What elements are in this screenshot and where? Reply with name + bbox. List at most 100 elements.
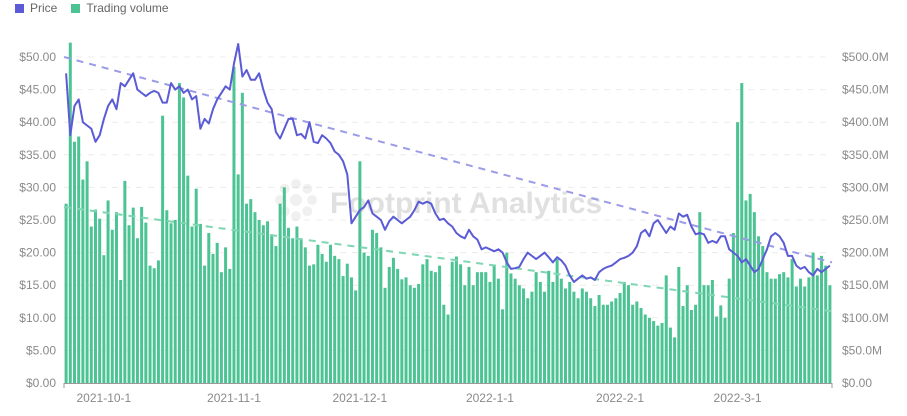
- volume-bar[interactable]: [144, 222, 148, 383]
- volume-bar[interactable]: [114, 212, 118, 383]
- volume-bar[interactable]: [626, 285, 630, 383]
- volume-bar[interactable]: [152, 268, 156, 383]
- volume-bar[interactable]: [287, 227, 291, 383]
- volume-bar[interactable]: [219, 272, 223, 383]
- volume-bar[interactable]: [182, 97, 186, 383]
- volume-bar[interactable]: [740, 83, 744, 383]
- volume-bar[interactable]: [555, 259, 559, 383]
- volume-bar[interactable]: [765, 272, 769, 383]
- volume-bar[interactable]: [522, 288, 526, 383]
- volume-bar[interactable]: [673, 337, 677, 383]
- volume-bar[interactable]: [685, 285, 689, 383]
- volume-bar[interactable]: [249, 199, 253, 383]
- volume-bar[interactable]: [778, 274, 782, 383]
- volume-bar[interactable]: [177, 83, 181, 383]
- volume-bar[interactable]: [207, 233, 211, 383]
- volume-bar[interactable]: [828, 285, 832, 383]
- volume-bar[interactable]: [299, 239, 303, 383]
- volume-bar[interactable]: [140, 206, 144, 383]
- volume-bar[interactable]: [261, 225, 265, 383]
- volume-bar[interactable]: [312, 264, 316, 383]
- volume-bar[interactable]: [89, 226, 93, 383]
- volume-bar[interactable]: [664, 275, 668, 383]
- volume-bar[interactable]: [194, 188, 198, 383]
- volume-bar[interactable]: [148, 265, 152, 383]
- volume-bar[interactable]: [815, 275, 819, 383]
- volume-bar[interactable]: [467, 266, 471, 383]
- volume-bar[interactable]: [442, 304, 446, 383]
- volume-bar[interactable]: [354, 290, 358, 383]
- volume-bar[interactable]: [408, 285, 412, 383]
- volume-bar[interactable]: [375, 233, 379, 383]
- volume-bar[interactable]: [698, 212, 702, 383]
- volume-bar[interactable]: [421, 264, 425, 383]
- volume-bar[interactable]: [694, 304, 698, 383]
- volume-bar[interactable]: [186, 175, 190, 383]
- volume-bar[interactable]: [446, 314, 450, 383]
- volume-bar[interactable]: [748, 193, 752, 383]
- volume-bar[interactable]: [723, 317, 727, 383]
- volume-bar[interactable]: [404, 277, 408, 383]
- volume-bar[interactable]: [68, 42, 72, 383]
- volume-bar[interactable]: [93, 209, 97, 383]
- volume-bar[interactable]: [584, 291, 588, 383]
- volume-bar[interactable]: [337, 259, 341, 383]
- volume-bar[interactable]: [450, 261, 454, 383]
- volume-bar[interactable]: [622, 281, 626, 383]
- volume-bar[interactable]: [429, 270, 433, 383]
- volume-bar[interactable]: [303, 247, 307, 383]
- volume-bar[interactable]: [643, 314, 647, 383]
- volume-bar[interactable]: [358, 161, 362, 383]
- volume-bar[interactable]: [782, 272, 786, 383]
- volume-bar[interactable]: [308, 265, 312, 383]
- volume-bar[interactable]: [576, 298, 580, 383]
- volume-bar[interactable]: [824, 265, 828, 383]
- volume-bar[interactable]: [341, 276, 345, 383]
- volume-bar[interactable]: [459, 264, 463, 383]
- volume-bar[interactable]: [538, 281, 542, 383]
- volume-bar[interactable]: [127, 225, 131, 383]
- legend-item-price[interactable]: Price: [15, 1, 57, 15]
- volume-bar[interactable]: [652, 321, 656, 383]
- volume-bar[interactable]: [568, 281, 572, 383]
- volume-bar[interactable]: [320, 253, 324, 383]
- volume-bar[interactable]: [366, 255, 370, 383]
- volume-bar[interactable]: [639, 308, 643, 383]
- volume-bar[interactable]: [786, 277, 790, 383]
- volume-bar[interactable]: [198, 223, 202, 383]
- volume-bar[interactable]: [618, 293, 622, 383]
- volume-bar[interactable]: [190, 226, 194, 383]
- volume-bar[interactable]: [820, 255, 824, 383]
- volume-bar[interactable]: [710, 279, 714, 383]
- volume-bar[interactable]: [119, 279, 123, 383]
- volume-bar[interactable]: [383, 287, 387, 383]
- volume-bar[interactable]: [245, 203, 249, 383]
- volume-bar[interactable]: [769, 278, 773, 383]
- volume-bar[interactable]: [475, 272, 479, 383]
- volume-bar[interactable]: [266, 221, 270, 383]
- volume-bar[interactable]: [668, 327, 672, 383]
- volume-bar[interactable]: [534, 272, 538, 383]
- volume-bar[interactable]: [605, 304, 609, 383]
- volume-bar[interactable]: [106, 200, 110, 383]
- volume-bar[interactable]: [580, 288, 584, 383]
- volume-bar[interactable]: [400, 279, 404, 383]
- volume-bar[interactable]: [203, 265, 207, 383]
- volume-bar[interactable]: [215, 242, 219, 383]
- volume-bar[interactable]: [564, 288, 568, 383]
- volume-bar[interactable]: [291, 238, 295, 383]
- volume-bar[interactable]: [161, 115, 165, 384]
- volume-bar[interactable]: [345, 263, 349, 383]
- volume-bar[interactable]: [316, 244, 320, 383]
- volume-bar[interactable]: [551, 281, 555, 383]
- volume-bar[interactable]: [547, 270, 551, 383]
- volume-bar[interactable]: [501, 309, 505, 383]
- volume-bar[interactable]: [417, 283, 421, 383]
- volume-bar[interactable]: [702, 285, 706, 383]
- volume-bar[interactable]: [211, 253, 215, 383]
- volume-bar[interactable]: [597, 294, 601, 383]
- volume-bar[interactable]: [559, 278, 563, 383]
- volume-bar[interactable]: [102, 255, 106, 383]
- volume-bar[interactable]: [803, 286, 807, 383]
- volume-bar[interactable]: [110, 229, 114, 383]
